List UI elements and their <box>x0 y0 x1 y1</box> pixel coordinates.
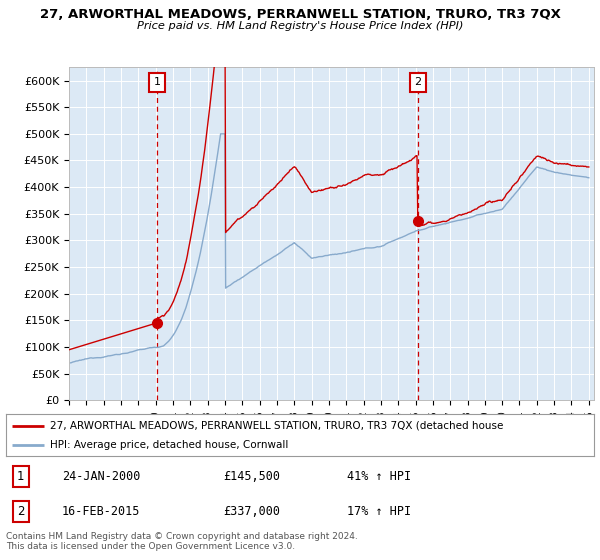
Text: Contains HM Land Registry data © Crown copyright and database right 2024.
This d: Contains HM Land Registry data © Crown c… <box>6 532 358 552</box>
Text: £337,000: £337,000 <box>224 505 281 518</box>
Text: 27, ARWORTHAL MEADOWS, PERRANWELL STATION, TRURO, TR3 7QX: 27, ARWORTHAL MEADOWS, PERRANWELL STATIO… <box>40 8 560 21</box>
Text: 24-JAN-2000: 24-JAN-2000 <box>62 470 140 483</box>
Text: HPI: Average price, detached house, Cornwall: HPI: Average price, detached house, Corn… <box>50 440 289 450</box>
Text: 2: 2 <box>17 505 25 518</box>
Text: 41% ↑ HPI: 41% ↑ HPI <box>347 470 411 483</box>
Text: 16-FEB-2015: 16-FEB-2015 <box>62 505 140 518</box>
Text: 1: 1 <box>154 77 160 87</box>
Text: 1: 1 <box>17 470 25 483</box>
Text: Price paid vs. HM Land Registry's House Price Index (HPI): Price paid vs. HM Land Registry's House … <box>137 21 463 31</box>
Text: 17% ↑ HPI: 17% ↑ HPI <box>347 505 411 518</box>
Text: £145,500: £145,500 <box>224 470 281 483</box>
Text: 2: 2 <box>414 77 421 87</box>
Text: 27, ARWORTHAL MEADOWS, PERRANWELL STATION, TRURO, TR3 7QX (detached house: 27, ARWORTHAL MEADOWS, PERRANWELL STATIO… <box>50 421 503 431</box>
